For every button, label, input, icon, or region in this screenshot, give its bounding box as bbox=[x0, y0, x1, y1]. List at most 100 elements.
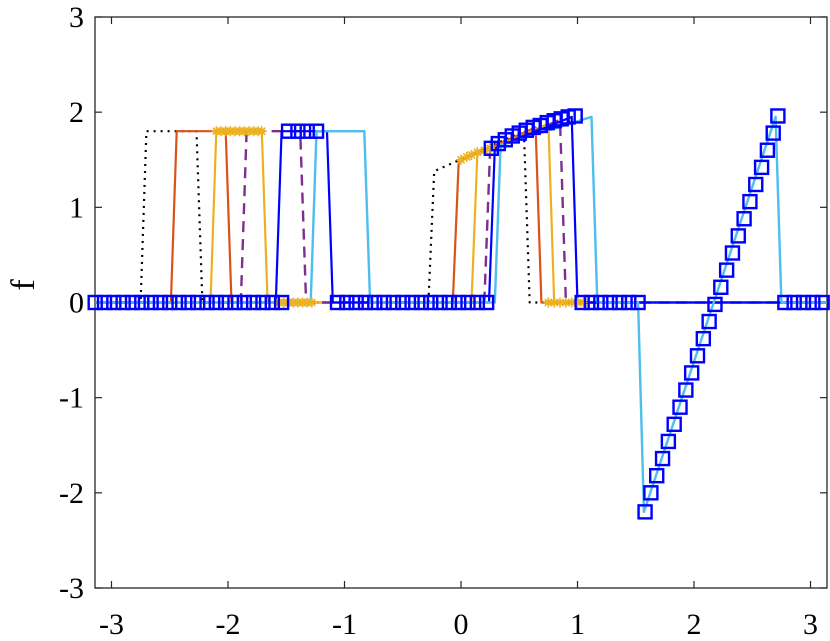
data-point-square bbox=[190, 294, 206, 311]
data-point-star bbox=[466, 149, 477, 160]
data-point-square bbox=[713, 279, 729, 295]
data-point-square bbox=[574, 294, 590, 311]
data-point-square bbox=[171, 294, 187, 311]
y-tick-label: 1 bbox=[69, 191, 84, 224]
data-point-square bbox=[666, 416, 682, 433]
data-point-square bbox=[460, 294, 476, 311]
data-point-square bbox=[630, 294, 646, 311]
data-point-square bbox=[742, 193, 758, 210]
data-point-square bbox=[236, 294, 253, 311]
data-point-square bbox=[245, 294, 262, 311]
data-point-square bbox=[748, 176, 764, 193]
data-point-square bbox=[643, 485, 659, 501]
data-point-square bbox=[695, 330, 712, 347]
data-point-square bbox=[134, 294, 150, 311]
x-tick-label: 0 bbox=[454, 608, 469, 641]
series-line-3 bbox=[95, 118, 827, 304]
data-point-square bbox=[208, 294, 225, 311]
data-point-star bbox=[578, 297, 589, 308]
data-point-star bbox=[306, 297, 317, 308]
data-point-star bbox=[572, 297, 583, 308]
data-point-square bbox=[227, 294, 243, 311]
data-point-square bbox=[404, 294, 420, 311]
data-point-square bbox=[376, 294, 392, 311]
data-point-square bbox=[432, 294, 448, 311]
data-point-square bbox=[683, 365, 700, 381]
data-point-square bbox=[759, 142, 776, 158]
data-point-star bbox=[485, 143, 496, 154]
data-point-square bbox=[701, 313, 717, 330]
data-point-square bbox=[180, 294, 197, 311]
data-point-square bbox=[469, 294, 486, 311]
data-point-square bbox=[87, 294, 103, 311]
data-point-square bbox=[718, 262, 735, 278]
data-point-square bbox=[413, 294, 430, 311]
data-point-square bbox=[593, 294, 609, 311]
y-axis-label: f bbox=[5, 279, 42, 291]
data-point-star bbox=[566, 297, 577, 308]
data-point-square bbox=[707, 296, 723, 313]
data-point-star bbox=[555, 297, 566, 308]
data-point-square bbox=[273, 294, 290, 311]
y-tick-label: 3 bbox=[69, 1, 84, 34]
y-tick-label: -3 bbox=[59, 572, 84, 605]
series-line-4 bbox=[95, 115, 827, 304]
series-line-5 bbox=[95, 115, 827, 514]
data-point-square bbox=[423, 294, 439, 311]
data-point-square bbox=[199, 294, 215, 311]
data-point-square bbox=[280, 123, 297, 139]
x-tick-label: 1 bbox=[570, 608, 585, 641]
x-tick-label: 2 bbox=[687, 608, 702, 641]
data-point-square bbox=[602, 294, 618, 311]
series-line-2 bbox=[95, 122, 827, 304]
data-point-square bbox=[724, 245, 741, 261]
y-tick-label: -1 bbox=[59, 382, 84, 415]
data-point-square bbox=[329, 294, 346, 311]
data-point-square bbox=[115, 294, 131, 311]
data-point-star bbox=[543, 297, 554, 308]
data-point-square bbox=[637, 504, 653, 520]
data-point-star bbox=[461, 151, 472, 162]
data-point-square bbox=[678, 382, 694, 398]
data-point-square bbox=[385, 294, 402, 311]
data-point-square bbox=[567, 108, 583, 124]
y-tick-label: 0 bbox=[69, 287, 84, 320]
x-tick-label: -1 bbox=[332, 608, 357, 641]
data-point-square bbox=[736, 211, 752, 227]
data-point-square bbox=[730, 228, 746, 244]
data-point-square bbox=[290, 123, 306, 139]
data-point-square bbox=[689, 348, 706, 364]
x-tick-label: -3 bbox=[99, 608, 124, 641]
x-tick-label: -2 bbox=[215, 608, 240, 641]
data-point-square bbox=[152, 294, 169, 311]
data-point-square bbox=[450, 294, 467, 311]
data-point-square bbox=[264, 294, 280, 311]
data-point-square bbox=[621, 294, 637, 311]
data-point-square bbox=[339, 294, 355, 311]
data-point-square bbox=[217, 294, 234, 311]
data-point-square bbox=[106, 294, 122, 311]
data-point-square bbox=[143, 294, 159, 311]
data-point-star bbox=[472, 147, 483, 158]
data-point-square bbox=[814, 294, 830, 311]
data-point-star bbox=[560, 297, 571, 308]
y-tick-label: 2 bbox=[69, 96, 84, 129]
data-point-square bbox=[255, 294, 271, 311]
data-point-square bbox=[583, 294, 600, 311]
data-point-square bbox=[441, 294, 458, 311]
x-tick-label: 3 bbox=[803, 608, 818, 641]
data-point-square bbox=[96, 294, 113, 311]
data-point-square bbox=[786, 294, 802, 311]
data-point-square bbox=[649, 468, 665, 484]
series-line-1 bbox=[95, 126, 827, 304]
data-point-square bbox=[805, 294, 821, 311]
data-point-square bbox=[162, 294, 178, 311]
data-point-square bbox=[124, 294, 141, 311]
data-point-square bbox=[765, 125, 781, 141]
data-point-square bbox=[777, 294, 793, 311]
data-point-square bbox=[299, 123, 315, 139]
data-point-square bbox=[478, 294, 495, 311]
data-point-star bbox=[549, 297, 560, 308]
data-point-square bbox=[348, 294, 364, 311]
